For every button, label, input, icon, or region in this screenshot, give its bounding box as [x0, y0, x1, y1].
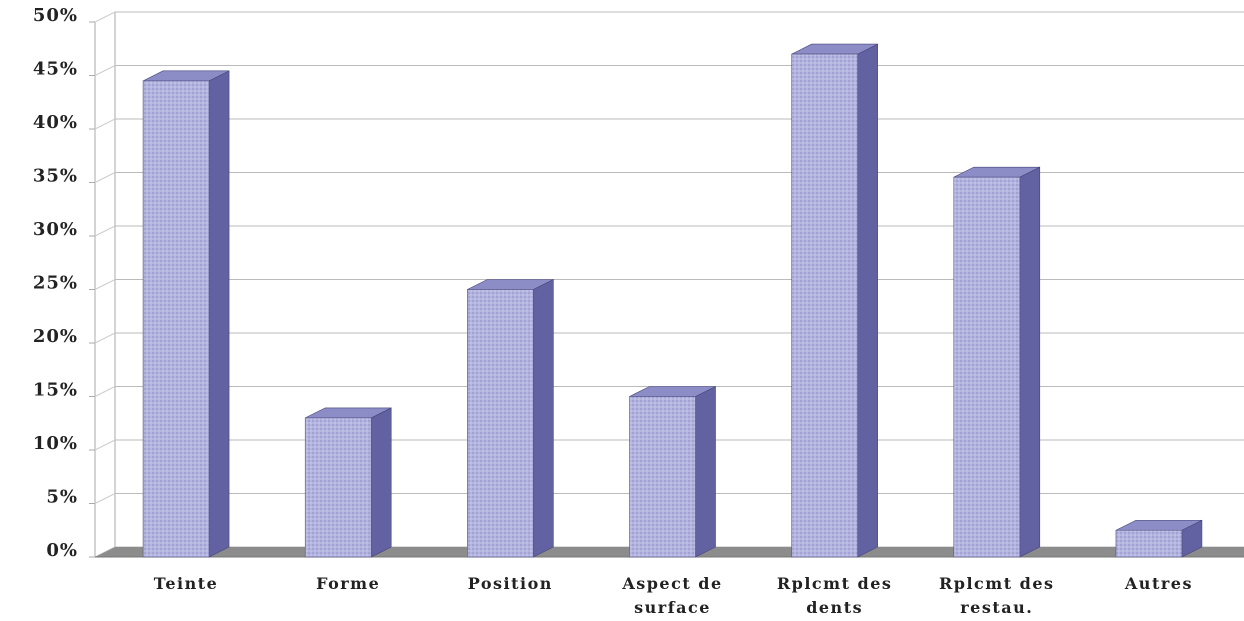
tick-diag: [94, 439, 116, 451]
bar: [304, 417, 372, 558]
bar-side: [208, 70, 230, 558]
tick-diag: [94, 65, 116, 76]
y-tick-label: 35%: [33, 166, 78, 187]
x-tick-label: Forme: [316, 574, 381, 593]
y-tick-label: 10%: [33, 433, 78, 454]
tick-diag: [94, 11, 116, 23]
tick-diag: [94, 332, 116, 344]
bar: [467, 289, 534, 558]
bar: [1115, 529, 1183, 558]
tick-diag: [94, 386, 116, 397]
tick-diag: [94, 172, 116, 183]
y-tick-label: 40%: [33, 112, 78, 133]
bar: [953, 176, 1021, 558]
bar-side: [695, 386, 716, 558]
bar-side: [370, 407, 392, 558]
y-tick-label: 0%: [46, 540, 78, 561]
tick-diag: [94, 225, 116, 237]
tick-diag: [94, 279, 116, 290]
bar: [791, 53, 858, 558]
y-tick-label: 15%: [33, 380, 78, 401]
x-tick-label: Aspect de surface: [622, 574, 723, 617]
bar-side: [533, 279, 554, 558]
x-tick-label: Teinte: [153, 574, 219, 593]
y-tick-label: 25%: [33, 273, 78, 294]
y-tick-label: 45%: [33, 59, 78, 80]
bar: [142, 80, 210, 558]
x-tick-label: Rplcmt des restau.: [938, 574, 1055, 617]
y-tick-label: 20%: [33, 326, 78, 347]
bar-side: [857, 43, 878, 558]
y-tick-label: 30%: [33, 219, 78, 240]
y-tick-label: 50%: [33, 5, 78, 26]
tick-diag: [94, 118, 116, 130]
tick-diag: [94, 493, 116, 504]
bar-side: [1019, 166, 1041, 558]
y-tick-label: 5%: [46, 487, 78, 508]
bar: [629, 396, 696, 558]
x-tick-label: Autres: [1124, 574, 1193, 593]
x-tick-label: Rplcmt des dents: [776, 574, 893, 617]
x-tick-label: Position: [467, 574, 553, 593]
